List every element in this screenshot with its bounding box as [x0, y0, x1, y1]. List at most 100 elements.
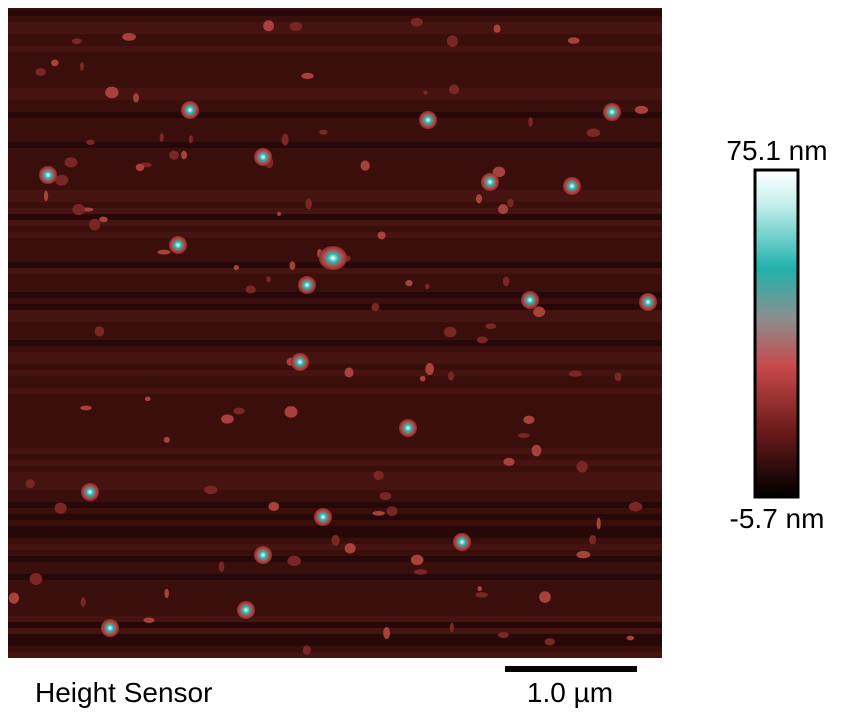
- scan-streak: [8, 460, 662, 466]
- scan-streak: [8, 640, 662, 646]
- particle: [507, 198, 514, 208]
- scan-streak: [8, 316, 662, 322]
- scan-streak: [8, 478, 662, 484]
- scan-streak: [8, 598, 662, 604]
- particle: [493, 24, 501, 33]
- particle: [319, 129, 328, 135]
- particle: [122, 32, 136, 41]
- particle: [266, 276, 271, 283]
- scan-streak: [8, 382, 662, 388]
- scan-streak: [8, 178, 662, 184]
- scan-streak: [8, 166, 662, 172]
- particle: [204, 485, 218, 495]
- scan-streak: [8, 376, 662, 382]
- particle: [497, 204, 509, 215]
- scan-streak: [8, 406, 662, 412]
- scan-streak: [8, 424, 662, 430]
- peak: [39, 166, 57, 184]
- particle: [517, 433, 530, 438]
- particle: [475, 592, 489, 598]
- scan-streak: [8, 340, 662, 346]
- particle: [448, 371, 455, 381]
- particle: [576, 550, 591, 559]
- scan-streak: [8, 184, 662, 190]
- scan-streak: [8, 142, 662, 148]
- particle: [143, 617, 155, 623]
- particle: [51, 59, 59, 67]
- particle: [245, 285, 256, 294]
- peak: [603, 103, 621, 121]
- scan-streak: [8, 616, 662, 622]
- peak: [521, 291, 539, 309]
- particle: [628, 501, 643, 512]
- peak: [254, 148, 272, 166]
- scan-streak: [8, 430, 662, 436]
- scan-streak: [8, 202, 662, 208]
- scan-streak: [8, 190, 662, 196]
- particle: [188, 135, 194, 144]
- scan-streak: [8, 22, 662, 28]
- scan-streak: [8, 130, 662, 136]
- particle: [497, 631, 509, 639]
- particle: [157, 249, 171, 255]
- particle: [180, 150, 188, 160]
- particle: [475, 194, 483, 204]
- colorbar-min-label: -5.7 nm: [730, 503, 825, 534]
- colorbar-max-label: 75.1 nm: [726, 135, 827, 166]
- peak: [169, 236, 187, 254]
- particle: [284, 406, 298, 418]
- scan-streak: [8, 94, 662, 100]
- scan-streak: [8, 286, 662, 292]
- scan-streak: [8, 16, 662, 22]
- scan-streak: [8, 118, 662, 124]
- particle: [281, 133, 289, 146]
- particle: [443, 326, 457, 338]
- scan-streak: [8, 574, 662, 580]
- particle: [485, 323, 497, 330]
- scan-streak: [8, 514, 662, 520]
- particle: [344, 543, 356, 554]
- scan-streak: [8, 292, 662, 298]
- particle: [379, 492, 392, 501]
- particle: [331, 534, 340, 546]
- scan-streak: [8, 238, 662, 244]
- particle: [64, 157, 78, 168]
- scan-streak: [8, 304, 662, 310]
- scan-streak: [8, 496, 662, 502]
- scan-streak: [8, 46, 662, 52]
- scan-streak: [8, 148, 662, 154]
- particle: [99, 216, 108, 223]
- particle: [413, 569, 428, 575]
- particle: [144, 396, 151, 402]
- particle: [289, 21, 303, 32]
- scan-streak: [8, 436, 662, 442]
- particle: [596, 517, 601, 530]
- scan-streak: [8, 106, 662, 112]
- scan-streak: [8, 442, 662, 448]
- scan-streak: [8, 82, 662, 88]
- particle: [43, 190, 49, 202]
- particle: [277, 211, 282, 216]
- particle: [567, 37, 580, 44]
- peak: [563, 177, 581, 195]
- particle: [588, 535, 597, 545]
- scan-streak: [8, 268, 662, 274]
- particle: [533, 306, 546, 318]
- particle: [371, 302, 380, 312]
- scan-streak: [8, 328, 662, 334]
- scan-streak: [8, 88, 662, 94]
- scan-streak: [8, 622, 662, 628]
- peak: [237, 601, 255, 619]
- particle: [133, 93, 140, 103]
- particle: [29, 573, 43, 585]
- scan-streak: [8, 214, 662, 220]
- particle: [614, 372, 622, 382]
- scan-streak: [8, 604, 662, 610]
- scan-streak: [8, 652, 662, 658]
- peak: [314, 508, 332, 526]
- scan-streak: [8, 10, 662, 16]
- scan-streak: [8, 646, 662, 652]
- scan-streak: [8, 472, 662, 478]
- particle: [105, 86, 119, 99]
